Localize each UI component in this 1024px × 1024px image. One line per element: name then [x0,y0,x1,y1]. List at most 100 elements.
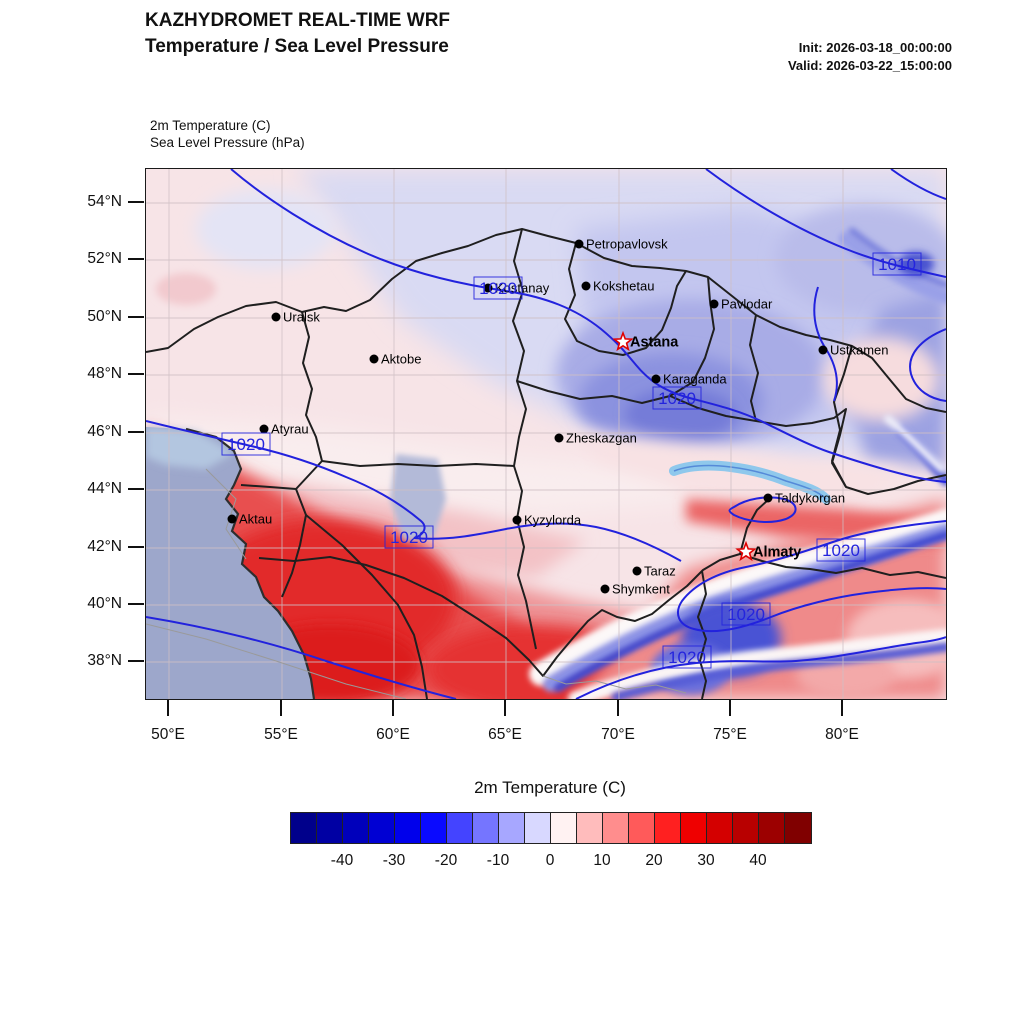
colorbar-cell [447,813,473,843]
city-label: Ustkamen [830,343,889,358]
lon-tick [617,700,619,716]
lat-tick-label: 40°N [87,595,122,612]
city-karaganda: Karaganda [651,372,727,387]
pressure-label: 1020 [473,276,523,300]
colorbar-tick-label: 10 [593,852,611,869]
svg-text:1020: 1020 [227,435,265,454]
city-label: Kokshetau [593,279,654,294]
svg-text:1020: 1020 [390,528,428,547]
temperature-field [146,169,946,699]
colorbar [290,812,812,844]
field-label-pressure: Sea Level Pressure (hPa) [150,135,305,150]
colorbar-tick-label: -20 [434,852,458,869]
city-dot-icon [600,584,610,594]
city-label: Almaty [753,545,801,561]
city-dot-icon [651,374,661,384]
city-label: Atyrau [271,422,309,437]
lon-tick [504,700,506,716]
city-dot-icon [632,566,642,576]
lat-tick [128,431,144,433]
lat-tick [128,316,144,318]
valid-time: Valid: 2026-03-22_15:00:00 [787,58,952,73]
lat-tick-label: 48°N [87,365,122,382]
lon-tick-label: 75°E [713,726,747,743]
lat-tick-label: 46°N [87,423,122,440]
lat-tick [128,258,144,260]
colorbar-cell [629,813,655,843]
region-borders [146,228,946,699]
colorbar-cell [525,813,551,843]
lat-tick-label: 52°N [87,250,122,267]
lat-tick [128,488,144,490]
colorbar-cell [499,813,525,843]
lat-tick-label: 42°N [87,538,122,555]
lat-tick-label: 50°N [87,308,122,325]
colorbar-cell [343,813,369,843]
pressure-label: 1020 [384,525,434,549]
city-aktau: Aktau [227,512,272,527]
pressure-label: 1020 [721,602,771,626]
city-dot-icon [259,424,269,434]
pressure-contours [146,169,946,699]
city-pavlodar: Pavlodar [709,297,773,312]
lon-tick-label: 80°E [825,726,859,743]
city-dot-icon [554,433,564,443]
city-dot-icon [271,312,281,322]
svg-text:1020: 1020 [479,279,517,298]
city-dot-icon [818,345,828,355]
city-dot-icon [227,514,237,524]
lat-tick [128,373,144,375]
city-taraz: Taraz [632,564,676,579]
svg-text:1020: 1020 [658,389,696,408]
pressure-label: 1020 [662,645,712,669]
city-taldykorgan: Taldykorgan [763,491,845,506]
city-label: Taraz [644,564,676,579]
city-label: Petropavlovsk [586,237,668,252]
star-marker-icon [735,540,757,562]
city-label: Aktau [239,512,272,527]
colorbar-cell [395,813,421,843]
pressure-label: 1020 [221,432,271,456]
colorbar-cell [473,813,499,843]
colorbar-cell [681,813,707,843]
lat-tick-label: 54°N [87,193,122,210]
city-label: Astana [630,335,679,351]
init-time: Init: 2026-03-18_00:00:00 [798,40,952,55]
svg-text:1020: 1020 [668,648,706,667]
city-dot-icon [581,281,591,291]
colorbar-tick-label: 40 [749,852,767,869]
city-label: Karaganda [663,372,727,387]
pressure-label: 1020 [652,386,702,410]
colorbar-tick-label: 0 [545,852,555,869]
colorbar-cell [733,813,759,843]
city-atyrau: Atyrau [259,422,309,437]
colorbar-tick-label: 30 [697,852,715,869]
city-dot-icon [512,515,522,525]
city-label: Shymkent [612,582,670,597]
lon-tick-label: 60°E [376,726,410,743]
city-label: Aktobe [381,352,421,367]
colorbar-tick-label: -40 [330,852,354,869]
city-dot-icon [483,283,493,293]
page-subtitle: Temperature / Sea Level Pressure [145,36,449,57]
city-aktobe: Aktobe [369,352,421,367]
lon-tick [392,700,394,716]
colorbar-cell [421,813,447,843]
colorbar-cell [759,813,785,843]
colorbar-cell [785,813,811,843]
lon-tick-label: 65°E [488,726,522,743]
lon-tick-label: 55°E [264,726,298,743]
lat-tick [128,660,144,662]
city-label: Uralsk [283,310,320,325]
lat-tick [128,603,144,605]
svg-text:1010: 1010 [878,255,916,274]
city-shymkent: Shymkent [600,582,670,597]
map-canvas: Petropavlovsk Kostanay Kokshetau Pavlodar Ur… [145,168,947,700]
colorbar-cell [577,813,603,843]
field-label-temperature: 2m Temperature (C) [150,118,271,133]
lat-tick-label: 38°N [87,652,122,669]
city-label: Zheskazgan [566,431,637,446]
colorbar-cell [291,813,317,843]
